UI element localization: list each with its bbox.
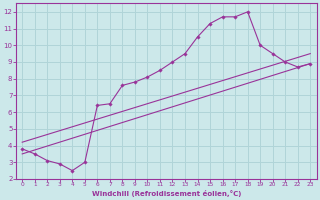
X-axis label: Windchill (Refroidissement éolien,°C): Windchill (Refroidissement éolien,°C) (92, 190, 241, 197)
